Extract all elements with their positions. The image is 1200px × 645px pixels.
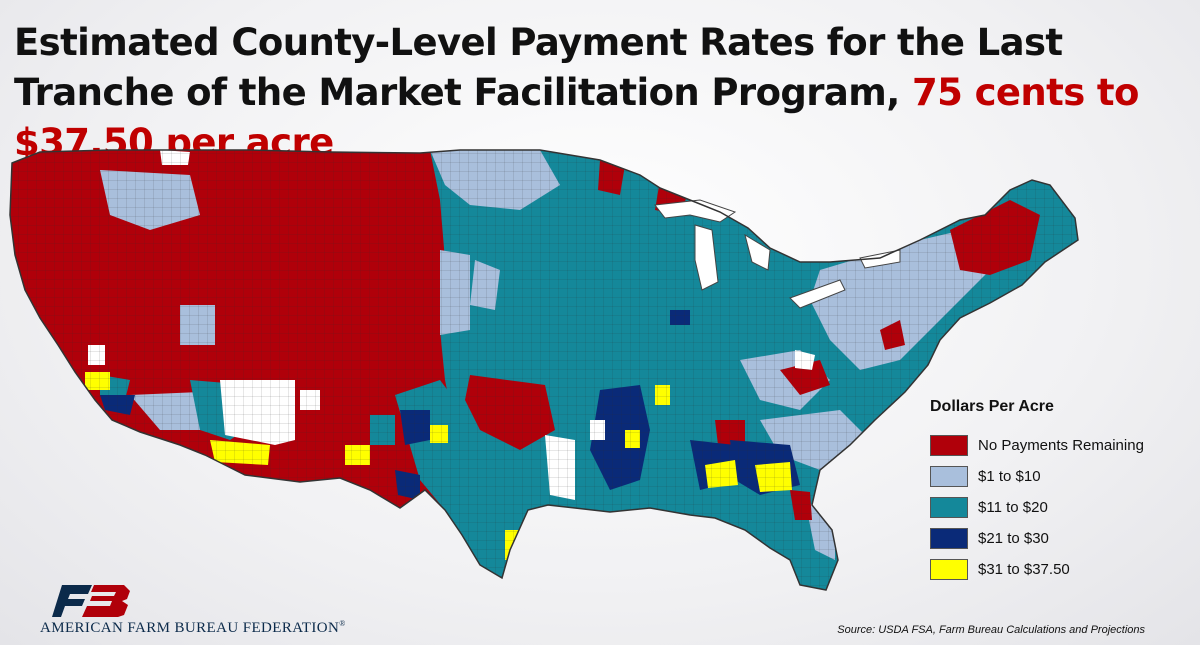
legend-item-31-to-37-50: $31 to $37.50 — [930, 554, 1190, 585]
lake-erie — [789, 279, 846, 309]
legend-item-21-to-30: $21 to $30 — [930, 523, 1190, 554]
legend-label: $1 to $10 — [978, 468, 1041, 485]
legend-swatch — [930, 528, 968, 549]
lake-ontario — [859, 249, 901, 269]
lake-huron — [744, 233, 771, 271]
title-main: Estimated County-Level Payment Rates for… — [14, 21, 1063, 114]
legend-label: $11 to $20 — [978, 499, 1048, 516]
org-name-text: AMERICAN FARM BUREAU FEDERATION — [40, 620, 340, 636]
legend-swatch — [930, 435, 968, 456]
legend-swatch — [930, 466, 968, 487]
legend-label: $31 to $37.50 — [978, 561, 1070, 578]
us-outline — [9, 149, 1079, 591]
legend-item-no-payments: No Payments Remaining — [930, 430, 1190, 461]
source-note: Source: USDA FSA, Farm Bureau Calculatio… — [837, 624, 1145, 636]
map-legend: Dollars Per Acre No Payments Remaining $… — [930, 398, 1190, 585]
afbf-logo-icon — [52, 585, 130, 617]
registered-mark: ® — [339, 619, 346, 628]
legend-swatch — [930, 497, 968, 518]
lake-superior — [654, 199, 737, 223]
page-title: Estimated County-Level Payment Rates for… — [14, 18, 1184, 168]
legend-label: No Payments Remaining — [978, 437, 1144, 454]
legend-label: $21 to $30 — [978, 530, 1049, 547]
legend-title: Dollars Per Acre — [930, 398, 1054, 415]
organization-name: AMERICAN FARM BUREAU FEDERATION® — [40, 619, 346, 637]
legend-item-11-to-20: $11 to $20 — [930, 492, 1190, 523]
legend-swatch — [930, 559, 968, 580]
legend-item-1-to-10: $1 to $10 — [930, 461, 1190, 492]
lake-michigan — [694, 224, 719, 291]
